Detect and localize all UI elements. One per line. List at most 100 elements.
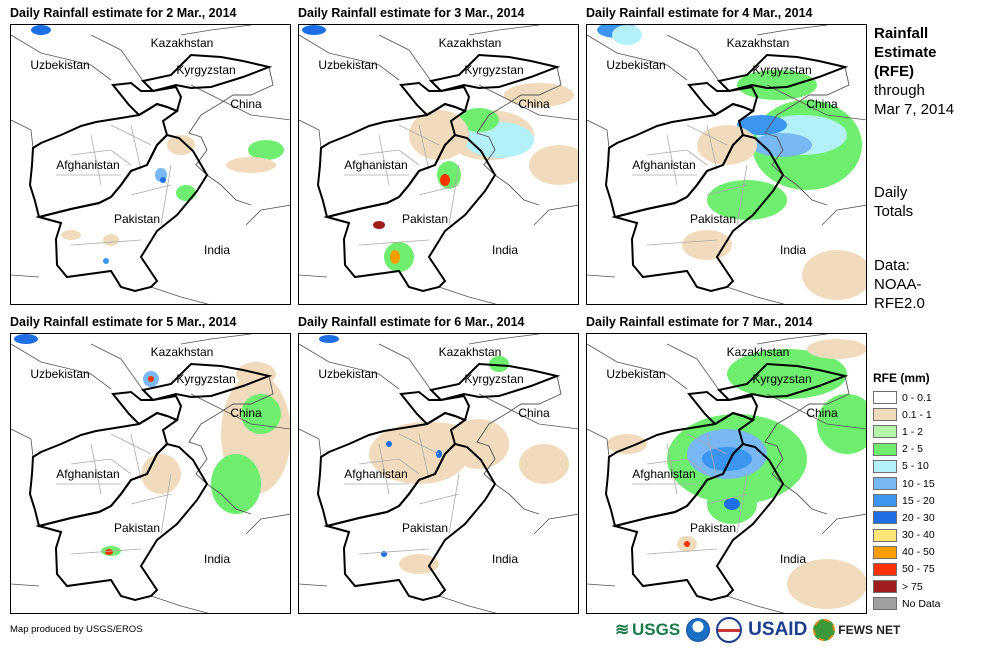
country-label: Afghanistan xyxy=(56,158,120,172)
rainfall-map-panel: Kazakhstan Uzbekistan Kyrgyzstan China Afgha… xyxy=(586,333,867,614)
kyrgyzstan-boundary xyxy=(428,362,561,402)
country-boundaries xyxy=(11,334,290,613)
rainfall-area xyxy=(807,339,866,359)
rainfall-area xyxy=(167,135,195,155)
rainfall-area xyxy=(103,258,109,264)
country-label: China xyxy=(230,97,262,111)
china-boundary xyxy=(476,66,562,206)
country-boundaries xyxy=(587,25,866,304)
rainfall-area xyxy=(607,434,647,454)
legend-item: 0.1 - 1 xyxy=(873,406,941,423)
noaa-logo xyxy=(686,618,711,642)
legend-label: 1 - 2 xyxy=(902,425,924,438)
country-label: Afghanistan xyxy=(344,467,408,481)
country-label: India xyxy=(491,243,519,257)
legend-swatch xyxy=(873,597,897,611)
legend-swatch xyxy=(873,459,897,473)
country-label: Uzbekistan xyxy=(30,58,90,72)
country-label: Kazakhstan xyxy=(150,345,214,359)
pakistan-boundary xyxy=(611,442,785,602)
rainfall-area xyxy=(787,559,866,609)
logo-strip: ≋ USGS USAID FEWS NET xyxy=(615,617,900,643)
legend-item: 1 - 2 xyxy=(873,423,941,440)
kyrgyzstan-boundary xyxy=(140,53,273,93)
rainfall-area xyxy=(148,376,154,382)
rainfall-area xyxy=(752,133,812,157)
legend-label: 30 - 40 xyxy=(902,529,935,542)
legend-swatch xyxy=(873,494,897,508)
country-label: Kyrgyzstan xyxy=(464,372,524,386)
legend-swatch xyxy=(873,511,897,525)
data-source-note: Data: NOAA- RFE2.0 xyxy=(874,256,925,313)
china-boundary xyxy=(764,66,850,206)
legend-swatch xyxy=(873,528,897,542)
rainfall-area xyxy=(61,230,81,240)
country-label: China xyxy=(230,406,262,420)
country-label: India xyxy=(779,243,807,257)
legend-label: 15 - 20 xyxy=(902,494,935,507)
rainfall-map-panel: Kazakhstan Uzbekistan Kyrgyzstan China Afgha… xyxy=(298,24,579,305)
kyrgyzstan-boundary xyxy=(716,362,849,402)
note-line: RFE2.0 xyxy=(874,295,925,312)
panel-title: Daily Rainfall estimate for 6 Mar., 2014 xyxy=(298,315,525,329)
tajikistan-boundary xyxy=(399,81,471,117)
panel-title: Daily Rainfall estimate for 7 Mar., 2014 xyxy=(586,315,813,329)
panel-title: Daily Rainfall estimate for 5 Mar., 2014 xyxy=(10,315,237,329)
country-label: Pakistan xyxy=(689,521,737,535)
legend-item: 0 - 0.1 xyxy=(873,389,941,406)
legend-label: No Data xyxy=(902,597,941,610)
country-label: Kyrgyzstan xyxy=(752,63,812,77)
legend-label: 0.1 - 1 xyxy=(902,408,932,421)
rainfall-area xyxy=(724,498,740,510)
title-line: (RFE) xyxy=(874,63,914,80)
legend-label: 5 - 10 xyxy=(902,460,929,473)
country-label: Pakistan xyxy=(401,521,449,535)
rainfall-area xyxy=(737,115,787,135)
legend-item: 20 - 30 xyxy=(873,509,941,526)
tajikistan-boundary xyxy=(111,81,183,117)
usaid-logo: USAID xyxy=(748,619,808,640)
kyrgyzstan-boundary xyxy=(716,53,849,93)
country-label: Uzbekistan xyxy=(318,367,378,381)
legend-label: 20 - 30 xyxy=(902,511,935,524)
rainfall-area xyxy=(817,394,866,454)
rainfall-area xyxy=(14,334,38,344)
pakistan-boundary xyxy=(611,133,785,293)
kyrgyzstan-boundary xyxy=(428,53,561,93)
tajikistan-boundary xyxy=(399,390,471,426)
country-label: India xyxy=(203,243,231,257)
rainfall-area xyxy=(386,441,392,447)
province-boundaries xyxy=(632,124,748,246)
rainfall-area xyxy=(248,140,284,160)
legend-swatch xyxy=(873,477,897,491)
country-label: Uzbekistan xyxy=(30,367,90,381)
legend-item: 5 - 10 xyxy=(873,458,941,475)
pakistan-boundary xyxy=(35,133,209,293)
legend-label: 10 - 15 xyxy=(902,477,935,490)
rainfall-area xyxy=(176,185,196,201)
province-boundaries xyxy=(56,124,172,246)
rainfall-area xyxy=(160,177,166,183)
country-label: India xyxy=(491,552,519,566)
tajikistan-boundary xyxy=(687,81,759,117)
country-boundaries xyxy=(11,25,290,304)
country-label: Kyrgyzstan xyxy=(176,372,236,386)
rainfall-area xyxy=(702,447,752,471)
country-label: Uzbekistan xyxy=(606,58,666,72)
title-line: Mar 7, 2014 xyxy=(874,101,955,118)
rainfall-area xyxy=(302,25,326,35)
country-boundaries xyxy=(587,334,866,613)
country-label: Kazakhstan xyxy=(438,36,502,50)
legend-item: 10 - 15 xyxy=(873,475,941,492)
rainfall-map-panel: Kazakhstan Uzbekistan Kyrgyzstan China Afgha… xyxy=(10,333,291,614)
title-line: Rainfall xyxy=(874,25,929,42)
panel-title: Daily Rainfall estimate for 4 Mar., 2014 xyxy=(586,6,813,20)
province-boundaries xyxy=(344,433,460,555)
country-label: China xyxy=(518,406,550,420)
daily-totals-note: Daily Totals xyxy=(874,183,913,221)
country-label: China xyxy=(806,406,838,420)
rainfall-map-panel: Kazakhstan Uzbekistan Kyrgyzstan China Afgha… xyxy=(298,333,579,614)
rainfall-area xyxy=(529,145,578,185)
country-label: Kyrgyzstan xyxy=(464,63,524,77)
fews-net-logo: FEWS NET xyxy=(813,619,900,641)
